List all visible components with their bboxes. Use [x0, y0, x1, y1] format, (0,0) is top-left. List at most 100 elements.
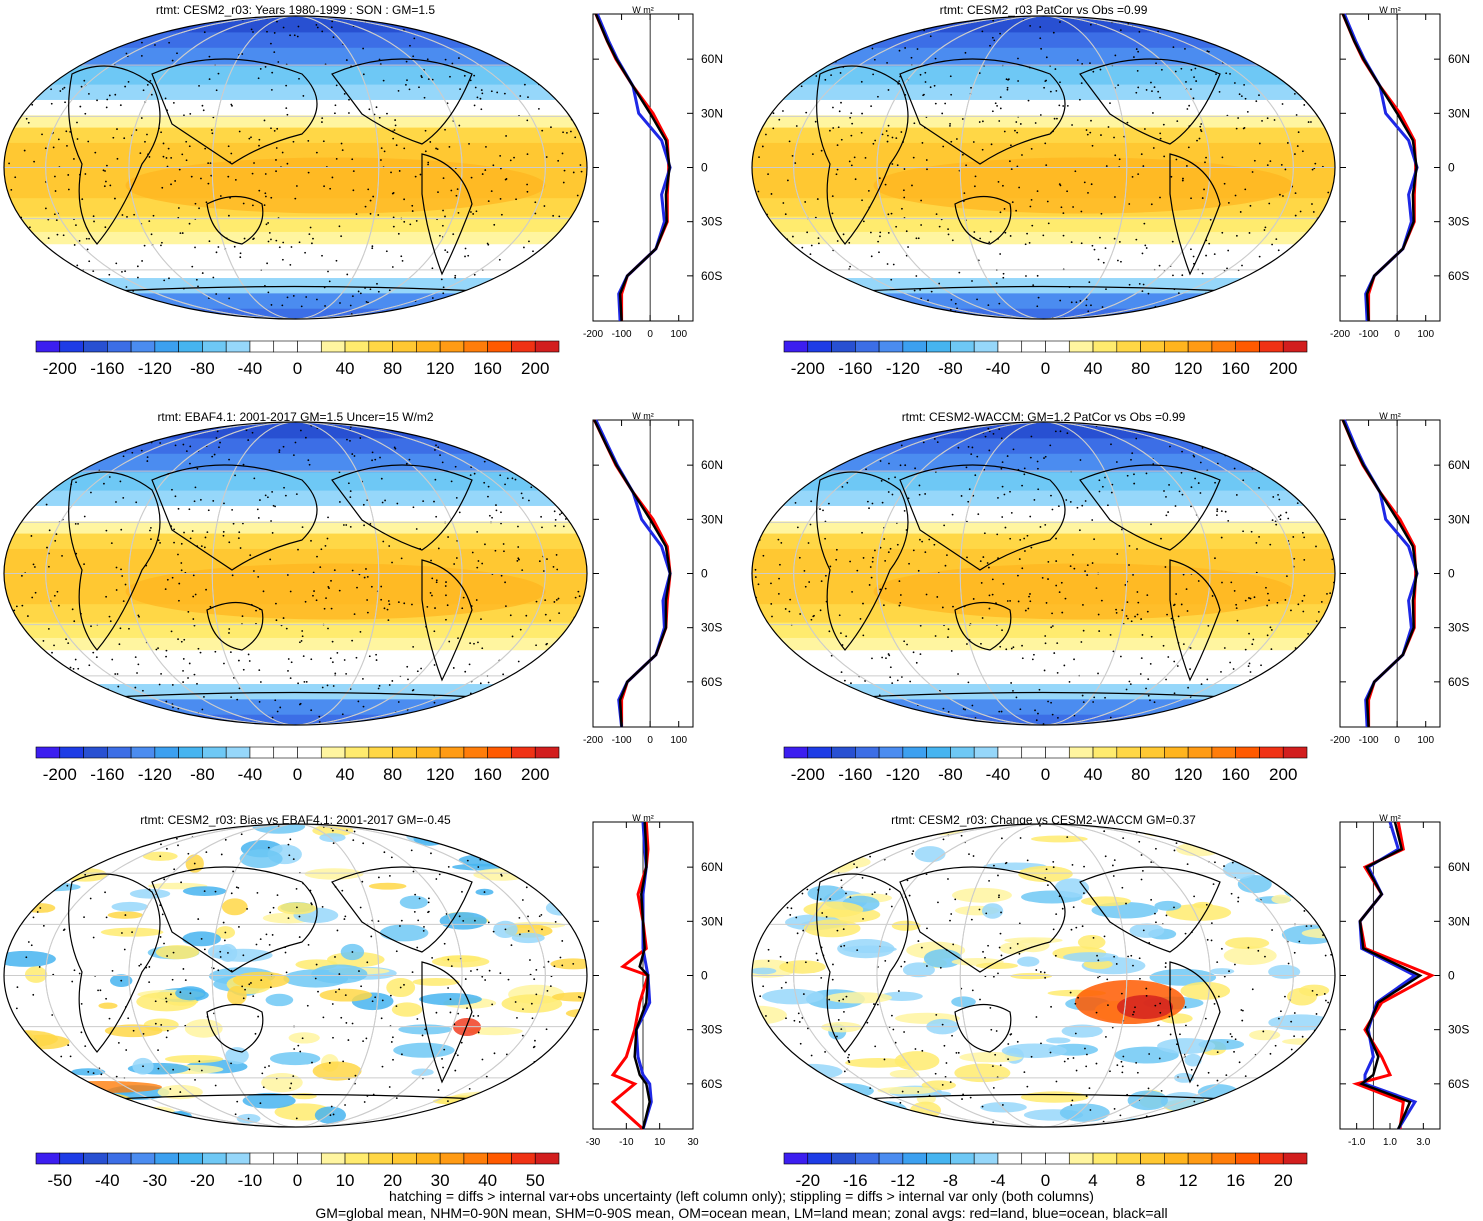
colorbar-swatch: [416, 340, 441, 353]
zonal-x-tick: 10: [654, 1137, 666, 1148]
anomaly-patch: [1004, 937, 1063, 944]
anomaly-patch: [1017, 956, 1040, 967]
anomaly-patch: [1268, 964, 1301, 979]
colorbar-tick-label: -4: [990, 1171, 1005, 1190]
colorbar-tick-label: 0: [293, 359, 302, 378]
lat-band: [4, 438, 587, 455]
zonal-x-tick: -100: [1359, 735, 1379, 746]
anomaly-patch: [866, 1101, 908, 1120]
colorbar-swatch: [997, 1152, 1023, 1165]
anomaly-patch: [1273, 865, 1324, 877]
lat-band: [752, 84, 1335, 101]
anomaly-patch: [242, 1092, 296, 1109]
colorbar-swatch: [783, 746, 809, 759]
colorbar-swatch: [855, 1152, 880, 1165]
colorbar-tick-label: -120: [886, 359, 920, 378]
colorbar-tick-label: 160: [473, 765, 501, 784]
zonal-lat-tick: 30S: [1448, 215, 1469, 229]
colorbar-tick-label: 4: [1088, 1171, 1097, 1190]
colorbar-swatch: [487, 1152, 512, 1165]
colorbar-swatch: [1259, 340, 1284, 353]
lat-band: [4, 714, 587, 725]
colorbar-tick-label: -20: [190, 1171, 215, 1190]
lat-band: [752, 32, 1335, 49]
colorbar-swatch: [1068, 340, 1094, 353]
colorbar-tick-label: -120: [138, 765, 172, 784]
colorbar-tick-label: 0: [293, 765, 302, 784]
colorbar-tick-label: -160: [838, 359, 872, 378]
anomaly-patch: [754, 1095, 811, 1107]
colorbar-swatch: [225, 340, 251, 353]
zonal-line-all: [593, 419, 672, 728]
zonal-lat-tick: 60N: [1448, 860, 1470, 874]
anomaly-patch: [779, 960, 826, 974]
anomaly-patch: [1284, 881, 1326, 900]
map-outline: [751, 823, 1336, 1128]
colorbar-swatch: [178, 746, 203, 759]
colorbar-tick-label: 40: [478, 1171, 497, 1190]
anomaly-patch: [4, 950, 56, 967]
colorbar-tick-label: 20: [383, 1171, 402, 1190]
zonal-x-tick: 100: [1417, 329, 1434, 340]
tropical-maximum: [873, 563, 1294, 620]
colorbar-tick-label: -80: [938, 765, 963, 784]
anomaly-patch: [319, 833, 346, 843]
zonal-mean-plot: W m² 60N 30N 0 30S 60S -200 -100 0 100: [1330, 411, 1470, 746]
colorbar-swatch: [463, 746, 488, 759]
colorbar-swatch: [1282, 340, 1308, 353]
colorbar-tick-label: -40: [238, 359, 263, 378]
anomaly-patch: [776, 1098, 843, 1105]
colorbar-tick-label: 16: [1226, 1171, 1245, 1190]
zonal-x-tick: 100: [670, 735, 687, 746]
zonal-x-tick: -30: [586, 1137, 601, 1148]
anomaly-patch: [803, 901, 864, 918]
anomaly-patch: [752, 901, 768, 917]
anomaly-patch: [288, 1032, 320, 1044]
zonal-lat-tick: 60S: [1448, 269, 1469, 283]
colorbar: -200 -160 -120 -80 -40 0 40 80 120 160 200: [35, 340, 560, 378]
colorbar-swatch: [1068, 1152, 1094, 1165]
colorbar-swatch: [320, 746, 346, 759]
anomaly-patch: [1180, 981, 1231, 1000]
colorbar-swatch: [1211, 746, 1236, 759]
colorbar-tick-label: -120: [886, 765, 920, 784]
colorbar-swatch: [902, 746, 927, 759]
zonal-line-all: [633, 821, 651, 1130]
lat-band: [4, 637, 587, 652]
zonal-line-all: [1341, 419, 1418, 728]
colorbar-swatch: [1045, 1152, 1070, 1165]
colorbar-swatch: [1282, 1152, 1308, 1165]
colorbar-swatch: [59, 746, 84, 759]
lat-band: [752, 521, 1335, 535]
anomaly-patch: [519, 1114, 569, 1127]
colorbar-swatch: [154, 1152, 179, 1165]
colorbar-swatch: [926, 746, 951, 759]
anomaly-patch: [1271, 894, 1291, 904]
anomaly-patch: [1059, 1103, 1110, 1122]
anomaly-patch: [71, 1092, 133, 1110]
anomaly-patch: [752, 967, 777, 975]
colorbar-swatch: [35, 340, 61, 353]
colorbar-swatch: [154, 340, 179, 353]
anomaly-patch: [1139, 824, 1190, 838]
colorbar-swatch: [320, 1152, 346, 1165]
lat-band: [752, 99, 1335, 117]
anomaly-patch: [25, 882, 81, 892]
zonal-lat-tick: 0: [1448, 969, 1455, 983]
zonal-line-all: [1341, 13, 1418, 322]
anomaly-patch: [11, 861, 44, 869]
colorbar-tick-label: -200: [791, 765, 825, 784]
anomaly-patch: [811, 1101, 869, 1117]
zonal-unit-label: W m²: [632, 813, 654, 823]
colorbar-swatch: [368, 340, 393, 353]
colorbar-swatch: [249, 340, 275, 353]
colorbar-swatch: [1021, 746, 1046, 759]
colorbar-swatch: [1045, 340, 1070, 353]
lat-band: [4, 231, 587, 246]
colorbar-tick-label: -200: [43, 359, 77, 378]
anomaly-patch: [951, 996, 976, 1008]
zonal-lat-tick: 60S: [1448, 675, 1469, 689]
zonal-line-ocean: [595, 13, 672, 322]
lat-band: [752, 714, 1335, 725]
anomaly-patch: [762, 988, 824, 1005]
